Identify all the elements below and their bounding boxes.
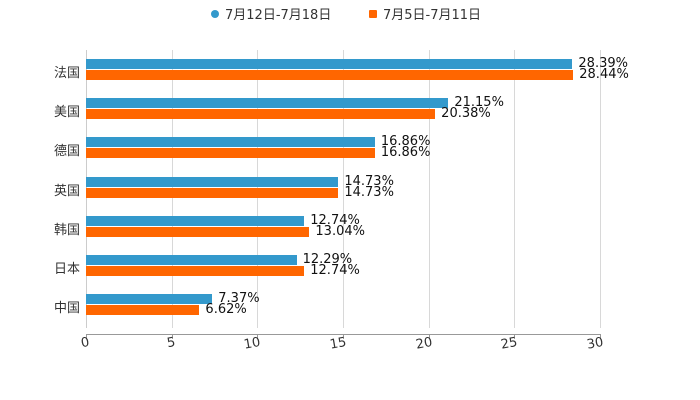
bar-blue[interactable] [86,137,375,148]
value-label: 16.86% [380,145,431,161]
x-tick [86,334,87,339]
gridline [429,50,430,328]
value-label: 14.73% [344,173,394,189]
legend-label: 7月12日-7月18日 [225,8,332,23]
bar-blue[interactable] [86,98,449,109]
x-tick-label: 15 [328,335,348,353]
x-tick-label: 10 [242,335,262,353]
x-tick-label: 0 [79,335,91,352]
x-tick [257,334,258,339]
bar-orange[interactable] [86,305,200,316]
bar-orange[interactable] [86,187,339,198]
x-tick-label: 25 [499,335,519,353]
value-label: 16.86% [380,134,431,150]
value-label: 12.74% [310,212,360,228]
bar-blue[interactable] [86,294,213,305]
bar-orange[interactable] [86,266,305,276]
bar-orange[interactable] [86,226,310,237]
value-label: 6.62% [205,302,247,318]
value-label: 28.39% [578,56,628,71]
gridline [600,50,601,328]
legend-item-series-2[interactable]: 7月5日-7月11日 [369,4,481,23]
x-tick-label: 30 [585,335,605,353]
x-tick [600,334,601,339]
bar-orange[interactable] [86,148,375,159]
value-label: 14.73% [344,184,394,200]
category-label: 韩国 [53,222,80,238]
value-label: 13.04% [315,223,365,239]
category-label: 日本 [53,262,80,277]
value-label: 20.38% [441,106,491,122]
value-label: 12.74% [310,263,360,278]
bar-blue[interactable] [86,255,297,265]
category-label: 法国 [53,66,80,81]
bar-blue[interactable] [86,176,339,187]
gridline [343,50,344,328]
x-tick-label: 20 [414,335,434,353]
category-label: 德国 [53,144,80,160]
category-label: 中国 [53,301,80,317]
value-label: 28.44% [579,67,629,82]
x-tick [429,334,430,339]
bar-blue[interactable] [86,59,573,69]
bar-orange[interactable] [86,109,436,120]
category-label: 美国 [53,105,80,121]
value-label: 21.15% [454,95,504,111]
x-tick [514,334,515,339]
bar-blue[interactable] [86,215,305,226]
value-label: 12.29% [302,252,353,267]
value-label: 7.37% [218,291,260,307]
bar-orange[interactable] [86,70,574,80]
gridline [514,50,515,328]
chart-legend: 7月12日-7月18日 7月5日-7月11日 [0,4,700,24]
x-tick [343,334,344,339]
x-tick [172,334,173,339]
legend-item-series-1[interactable]: 7月12日-7月18日 [211,4,331,23]
square-marker-icon [369,9,377,18]
legend-label: 7月5日-7月11日 [383,8,482,23]
x-tick-label: 5 [165,335,177,352]
category-label: 英国 [53,183,80,199]
circle-marker-icon [211,9,219,18]
